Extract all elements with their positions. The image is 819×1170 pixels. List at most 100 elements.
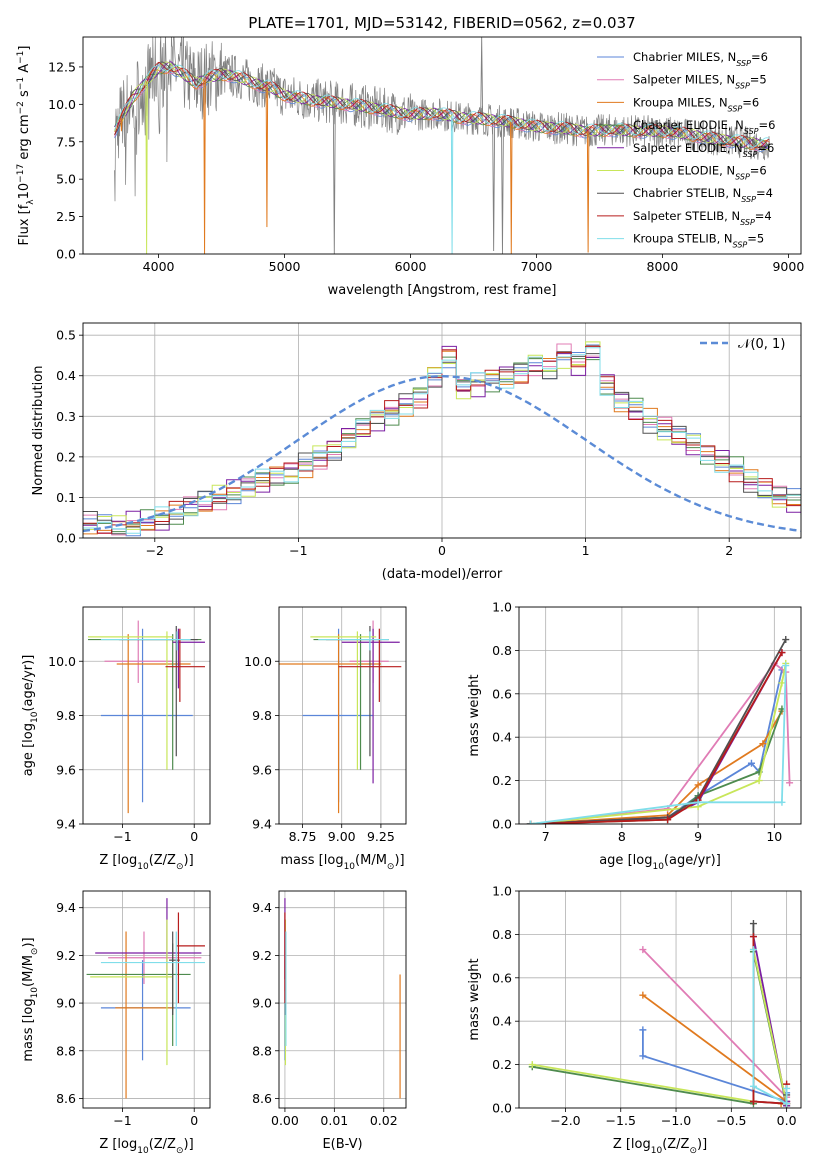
x-axis-label: E(B-V) bbox=[322, 1137, 362, 1152]
weight-series bbox=[530, 669, 783, 824]
x-tick-label: 5000 bbox=[269, 259, 301, 274]
y-tick-label: 10.0 bbox=[244, 654, 272, 669]
plot-area-mass-vs-EBV bbox=[279, 891, 406, 1108]
model-spectrum bbox=[114, 61, 770, 150]
data-spectral-line bbox=[501, 121, 504, 254]
x-tick-label: 0.01 bbox=[320, 1113, 348, 1128]
x-tick-label: 0 bbox=[190, 1113, 198, 1128]
chart-title: PLATE=1701, MJD=53142, FIBERID=0562, z=0… bbox=[248, 14, 635, 32]
y-tick-label: 0.6 bbox=[492, 686, 512, 701]
y-tick-label: 8.8 bbox=[56, 1043, 76, 1058]
x-tick-label: 0.0 bbox=[777, 1113, 797, 1128]
y-tick-label: 0.8 bbox=[492, 643, 512, 658]
x-axis-label: mass [log10(M/M⊙)] bbox=[280, 853, 404, 872]
y-tick-label: 9.8 bbox=[252, 708, 272, 723]
weight-marker bbox=[749, 920, 757, 928]
x-tick-label: −1.0 bbox=[661, 1113, 691, 1128]
x-tick-label: 8000 bbox=[647, 259, 679, 274]
weight-series bbox=[530, 652, 783, 824]
weight-marker bbox=[749, 1082, 757, 1090]
y-tick-label: 8.6 bbox=[252, 1091, 272, 1106]
y-tick-label: 9.4 bbox=[252, 900, 272, 915]
y-tick-label: 10.0 bbox=[48, 97, 76, 112]
weight-series bbox=[530, 665, 787, 824]
residual-histogram bbox=[83, 345, 801, 535]
y-tick-label: 10.0 bbox=[48, 654, 76, 669]
residual-histogram bbox=[83, 344, 801, 537]
y-tick-label: 9.4 bbox=[56, 900, 76, 915]
panel-mass-weight-vs-Z: −2.0 −1.5 −1.0 −0.5 0.0 0.0 0.2 0.4 0.6 0.8 1.0 Z [… bbox=[467, 884, 802, 1156]
weight-series bbox=[530, 662, 791, 824]
x-tick-label: 9 bbox=[694, 829, 702, 844]
model-absorption-line bbox=[203, 79, 206, 254]
weight-marker bbox=[694, 798, 702, 806]
residual-histogram bbox=[83, 351, 801, 535]
weight-series bbox=[530, 639, 787, 824]
x-tick-label: 4000 bbox=[143, 259, 175, 274]
y-tick-label: 8.6 bbox=[56, 1091, 76, 1106]
axes-frame bbox=[518, 890, 802, 1109]
y-tick-label: 9.0 bbox=[56, 996, 76, 1011]
legend-entry: Salpeter ELODIE, NSSP=6 bbox=[633, 141, 774, 159]
data-spectrum bbox=[114, 37, 770, 202]
weight-marker bbox=[782, 636, 790, 644]
x-tick-label: 7000 bbox=[521, 259, 553, 274]
axes-frame bbox=[82, 606, 211, 825]
model-absorption-line bbox=[586, 131, 590, 253]
x-tick-label: 10 bbox=[766, 829, 782, 844]
y-tick-label: 0.4 bbox=[56, 368, 76, 383]
plot-area-mass-weight-vs-Z bbox=[519, 891, 801, 1108]
x-tick-label: 8.75 bbox=[289, 829, 317, 844]
panel-residuals: −2 −1 0 1 2 0.0 0.1 0.2 0.3 0.4 0.5 𝒩(0, 1) (data-mo… bbox=[31, 322, 802, 582]
data-spectral-line bbox=[480, 37, 484, 120]
weight-marker bbox=[749, 933, 757, 941]
legend-entry: Kroupa STELIB, NSSP=5 bbox=[633, 232, 764, 250]
axes-frame bbox=[82, 36, 802, 255]
y-tick-label: 7.5 bbox=[56, 134, 76, 149]
x-tick-label: 9.00 bbox=[328, 829, 356, 844]
plot-area-age-vs-mass bbox=[279, 607, 406, 824]
x-tick-label: 1 bbox=[582, 543, 590, 558]
y-axis-label: Flux [fλ10−17 erg cm−2 s−1 A−1] bbox=[16, 46, 36, 246]
y-tick-label: 9.8 bbox=[56, 708, 76, 723]
axes-frame bbox=[82, 890, 211, 1109]
y-tick-label: 9.2 bbox=[252, 948, 272, 963]
weight-marker bbox=[786, 779, 794, 787]
weight-marker bbox=[664, 816, 672, 824]
panel-age-vs-Z: −1 0 9.4 9.6 9.8 10.0 Z [log10(Z/Z⊙)] age [log1… bbox=[21, 606, 211, 872]
weight-marker bbox=[639, 946, 647, 954]
legend-entry: Chabrier ELODIE, NSSP=6 bbox=[633, 118, 775, 136]
y-tick-label: 9.0 bbox=[252, 996, 272, 1011]
y-tick-label: 1.0 bbox=[492, 600, 512, 615]
plot-area-mass-weight-vs-age bbox=[519, 607, 801, 824]
residual-histogram bbox=[83, 345, 801, 534]
weight-marker bbox=[782, 662, 790, 670]
y-tick-label: 0.5 bbox=[56, 328, 76, 343]
model-absorption-line bbox=[510, 122, 513, 254]
x-axis-label: (data-model)/error bbox=[382, 567, 503, 582]
weight-marker bbox=[639, 1052, 647, 1060]
data-spectral-line bbox=[332, 102, 336, 254]
x-tick-label: 0 bbox=[438, 543, 446, 558]
model-spectrum bbox=[114, 61, 770, 149]
x-tick-label: −1 bbox=[113, 1113, 131, 1128]
y-axis-label: Normed distribution bbox=[31, 366, 46, 496]
weight-series bbox=[530, 663, 787, 824]
y-tick-label: 0.2 bbox=[492, 1057, 512, 1072]
weight-marker bbox=[778, 798, 786, 806]
y-tick-label: 0.8 bbox=[492, 927, 512, 942]
y-tick-label: 0.2 bbox=[56, 449, 76, 464]
normal-curve bbox=[83, 374, 801, 533]
weight-marker bbox=[749, 946, 757, 954]
panel-age-vs-mass: 8.75 9.00 9.25 9.4 9.6 9.8 10.0 mass [log10(M/M… bbox=[244, 606, 407, 872]
panel-mass-vs-Z: −1 0 8.6 8.8 9.0 9.2 9.4 Z [log10(Z/Z⊙)] mass [l… bbox=[21, 890, 211, 1156]
x-axis-label: wavelength [Angstrom, rest frame] bbox=[328, 283, 557, 298]
y-tick-label: 0.2 bbox=[492, 773, 512, 788]
weight-marker bbox=[755, 777, 763, 785]
panel-mass-weight-vs-age: 7 8 9 10 0.0 0.2 0.4 0.6 0.8 1.0 age [log10(age/yr… bbox=[467, 600, 802, 872]
weight-marker bbox=[639, 1026, 647, 1034]
axes-frame bbox=[278, 606, 407, 825]
axes-frame bbox=[278, 890, 407, 1109]
model-spectrum bbox=[114, 64, 770, 148]
